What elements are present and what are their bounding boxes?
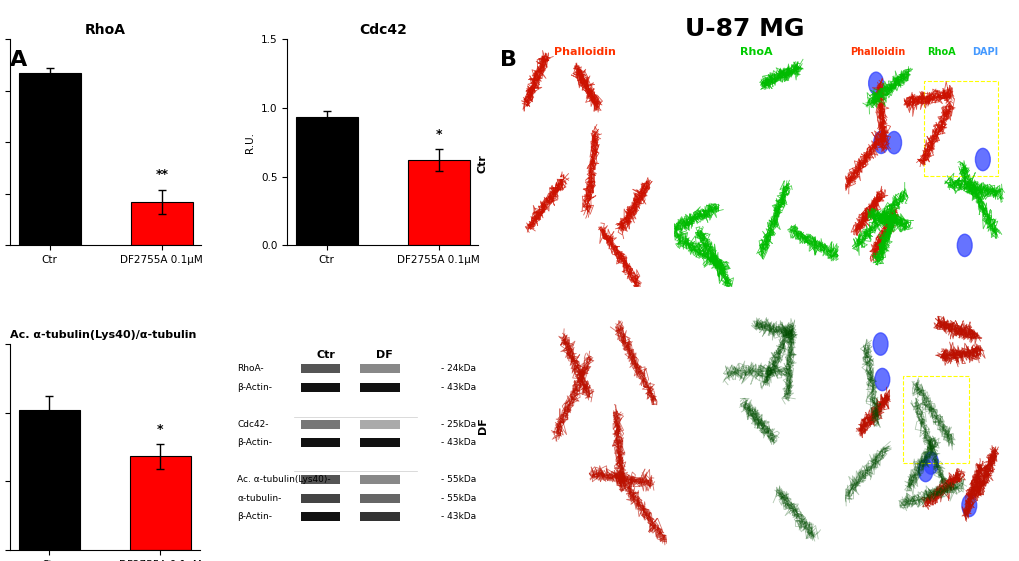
Text: /: / — [920, 47, 923, 57]
Text: - 43kDa: - 43kDa — [440, 438, 476, 447]
Bar — [408, 160, 469, 245]
Circle shape — [923, 452, 937, 474]
Circle shape — [957, 234, 971, 256]
Bar — [301, 420, 340, 429]
Bar — [301, 364, 340, 373]
Text: β-Actin-: β-Actin- — [236, 512, 272, 521]
Text: *: * — [157, 423, 163, 436]
Bar — [923, 81, 998, 176]
Text: A: A — [10, 50, 28, 71]
Text: Cdc42-: Cdc42- — [236, 420, 268, 429]
Bar — [301, 438, 340, 447]
Bar — [360, 420, 399, 429]
Text: **: ** — [155, 168, 168, 181]
Bar — [301, 475, 340, 484]
Text: Ac. α-tubulin(Lys40)/α-tubulin: Ac. α-tubulin(Lys40)/α-tubulin — [10, 330, 197, 341]
Text: Ac. α-tubulin(Lys40)-: Ac. α-tubulin(Lys40)- — [236, 475, 330, 484]
Bar — [360, 383, 399, 392]
Text: U-87 MG: U-87 MG — [684, 17, 804, 41]
Bar — [360, 512, 399, 522]
Circle shape — [974, 148, 989, 171]
Circle shape — [874, 369, 889, 390]
Bar — [360, 475, 399, 484]
Text: Ctr: Ctr — [478, 154, 487, 173]
Text: RhoA: RhoA — [739, 47, 771, 57]
Text: /: / — [964, 47, 968, 57]
Text: DF: DF — [478, 417, 487, 434]
Text: B: B — [499, 50, 517, 71]
Bar — [301, 512, 340, 522]
Bar — [18, 410, 79, 550]
Text: β-Actin-: β-Actin- — [236, 383, 272, 392]
Circle shape — [868, 72, 882, 94]
Text: β-Actin-: β-Actin- — [236, 438, 272, 447]
Bar — [19, 73, 81, 245]
Title: Cdc42: Cdc42 — [359, 22, 407, 36]
Bar — [360, 494, 399, 503]
Text: - 24kDa: - 24kDa — [440, 364, 476, 373]
Bar — [902, 376, 968, 463]
Bar — [360, 364, 399, 373]
Text: - 43kDa: - 43kDa — [440, 383, 476, 392]
Bar — [301, 383, 340, 392]
Text: α-tubulin-: α-tubulin- — [236, 494, 281, 503]
Text: RhoA-: RhoA- — [236, 364, 264, 373]
Bar — [130, 202, 193, 245]
Bar — [301, 494, 340, 503]
Bar — [129, 457, 191, 550]
Text: DF: DF — [376, 350, 392, 360]
Text: - 25kDa: - 25kDa — [440, 420, 476, 429]
Text: RhoA: RhoA — [926, 47, 955, 57]
Text: Phalloidin: Phalloidin — [849, 47, 905, 57]
Text: - 55kDa: - 55kDa — [440, 494, 476, 503]
Circle shape — [961, 494, 976, 517]
Text: *: * — [435, 128, 441, 141]
Circle shape — [886, 131, 901, 154]
Text: Phalloidin: Phalloidin — [553, 47, 615, 57]
Circle shape — [873, 131, 888, 154]
Text: - 55kDa: - 55kDa — [440, 475, 476, 484]
Circle shape — [917, 459, 932, 482]
Text: - 43kDa: - 43kDa — [440, 512, 476, 521]
Y-axis label: R.U.: R.U. — [246, 132, 255, 153]
Text: DAPI: DAPI — [971, 47, 997, 57]
Text: Ctr: Ctr — [316, 350, 335, 360]
Bar — [360, 438, 399, 447]
Title: RhoA: RhoA — [86, 22, 126, 36]
Bar — [296, 117, 358, 245]
Circle shape — [872, 333, 888, 355]
